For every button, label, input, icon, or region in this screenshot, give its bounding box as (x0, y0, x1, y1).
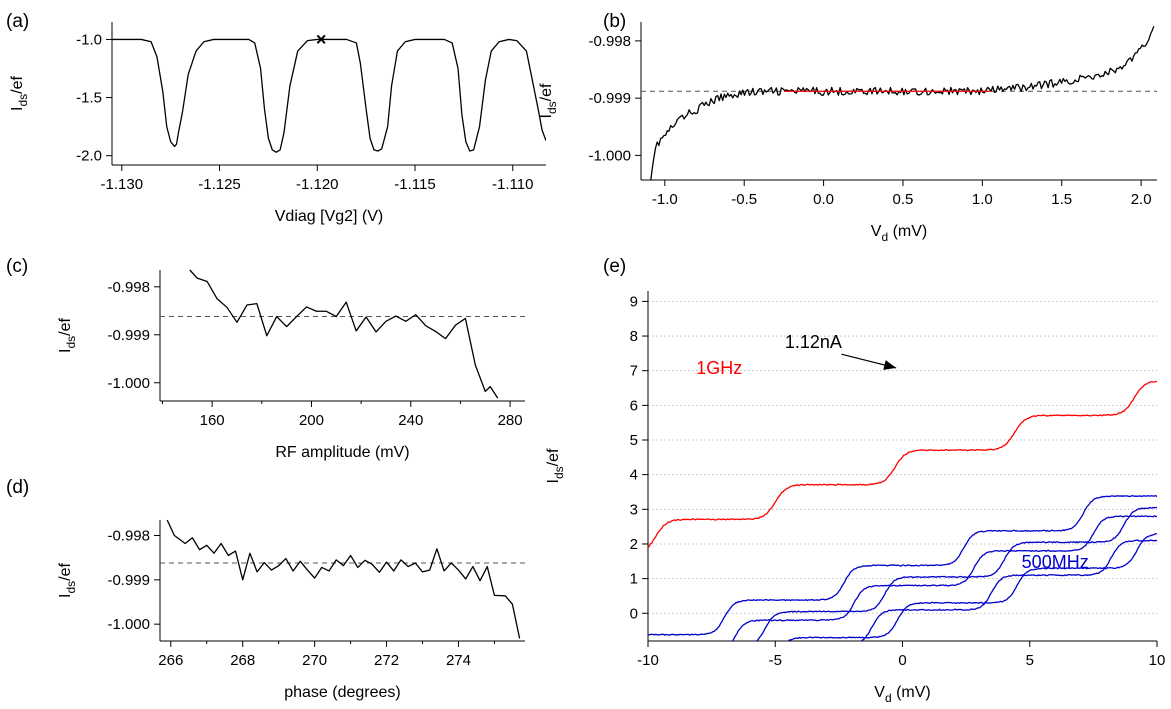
y-axis-label: Ids/ef (538, 83, 559, 118)
chart-panel: (c) 160 200 240 280 -0.998 -0.999 -1.000 RF ampl… (6, 256, 525, 461)
y-tick-label: -0.999 (588, 90, 631, 107)
panel-label: (e) (603, 256, 626, 277)
y-tick-label: -1.000 (588, 147, 631, 164)
x-tick-label: -10 (637, 652, 659, 669)
series-line (731, 515, 1157, 641)
y-tick-label: 9 (630, 293, 638, 310)
y-tick-label: -0.999 (107, 572, 150, 589)
series-line (166, 519, 521, 639)
x-tick-label: 2.0 (1131, 191, 1152, 208)
x-tick-label: -0.5 (731, 191, 757, 208)
x-tick-label: 274 (446, 652, 471, 669)
x-tick-label: 0.0 (813, 191, 834, 208)
annotation: 500MHz (1022, 552, 1089, 572)
x-tick-label: 270 (302, 652, 327, 669)
y-tick-label: 6 (630, 397, 638, 414)
y-tick-label: -1.5 (76, 90, 102, 107)
x-axis-label: RF amplitude (mV) (275, 444, 409, 461)
x-tick-label: -1.0 (652, 191, 678, 208)
x-tick-label: 240 (398, 412, 423, 429)
x-tick-label: -1.120 (296, 176, 339, 193)
x-tick-label: -1.115 (394, 176, 435, 193)
series-line (648, 380, 1157, 549)
y-axis-label: Ids/ef (57, 317, 78, 352)
x-tick-label: 5 (1026, 652, 1034, 669)
panel-label: (c) (6, 256, 28, 277)
chart-panel: (d) 266 268 270 272 274 -0.998 -0.999 -1.000 phas… (6, 477, 525, 701)
y-tick-label: 3 (630, 501, 638, 518)
y-tick-label: 0 (630, 605, 638, 622)
y-tick-label: 5 (630, 432, 638, 449)
y-tick-label: 7 (630, 363, 638, 380)
series-line (859, 539, 1157, 641)
x-tick-label: 0.5 (893, 191, 914, 208)
x-tick-label: 0 (898, 652, 906, 669)
x-tick-label: 266 (158, 652, 183, 669)
x-tick-label: 200 (299, 412, 324, 429)
x-tick-label: 1.5 (1051, 191, 1072, 208)
series-line (648, 495, 1157, 636)
y-axis-label: Ids/ef (9, 75, 30, 110)
series-line (650, 26, 1155, 180)
x-tick-label: 280 (498, 412, 523, 429)
series-line (112, 38, 546, 153)
y-axis-label: Ids/ef (57, 562, 78, 597)
x-axis-label: Vd (mV) (871, 223, 927, 244)
x-tick-label: 268 (230, 652, 255, 669)
x-axis-label: phase (degrees) (284, 684, 401, 701)
chart-panel: (a) -1.130 -1.125 -1.120 -1.115 -1.110 -1.0 -1.… (6, 11, 546, 225)
y-tick-label: -1.000 (107, 375, 150, 392)
x-tick-label: 272 (374, 652, 399, 669)
x-axis-label: Vdiag [Vg2] (V) (275, 208, 384, 225)
annotation: 1GHz (696, 358, 742, 378)
y-tick-label: -0.998 (107, 279, 150, 296)
panel-label: (a) (6, 11, 29, 32)
x-tick-label: -1.110 (492, 176, 533, 193)
y-tick-label: -0.998 (107, 528, 150, 545)
y-tick-label: -1.0 (76, 31, 102, 48)
chart-panel: (b) -1.0 -0.5 0.0 0.5 1.0 1.5 2.0 -0.998 -0.999 -1… (538, 11, 1157, 244)
x-tick-label: -1.125 (198, 176, 241, 193)
y-tick-label: 8 (630, 328, 638, 345)
x-tick-label: -1.130 (101, 176, 144, 193)
series-line (189, 269, 499, 399)
series-line (787, 533, 1157, 641)
series-line (755, 506, 1157, 641)
annotation: 1.12nA (785, 332, 842, 352)
x-tick-label: -5 (769, 652, 782, 669)
panel-label: (d) (6, 477, 29, 498)
x-tick-label: 160 (200, 412, 225, 429)
cross-marker: × (316, 29, 327, 49)
y-tick-label: 2 (630, 536, 638, 553)
arrow-head (883, 360, 897, 370)
y-tick-label: -2.0 (76, 148, 102, 165)
y-tick-label: 1 (630, 571, 638, 588)
y-axis-label: Ids/ef (545, 448, 566, 483)
y-tick-label: -0.998 (588, 33, 631, 50)
y-tick-label: -1.000 (107, 616, 150, 633)
x-axis-label: Vd (mV) (874, 684, 930, 705)
panel-label: (b) (603, 11, 626, 32)
y-tick-label: -0.999 (107, 327, 150, 344)
x-tick-label: 10 (1149, 652, 1166, 669)
chart-panel: (e) -10 -5 0 5 10 0 1 2 3 4 5 6 7 8 9 Vd (mV) Ids/ef 1.12n… (545, 256, 1165, 705)
y-tick-label: 4 (630, 467, 638, 484)
x-tick-label: 1.0 (972, 191, 993, 208)
